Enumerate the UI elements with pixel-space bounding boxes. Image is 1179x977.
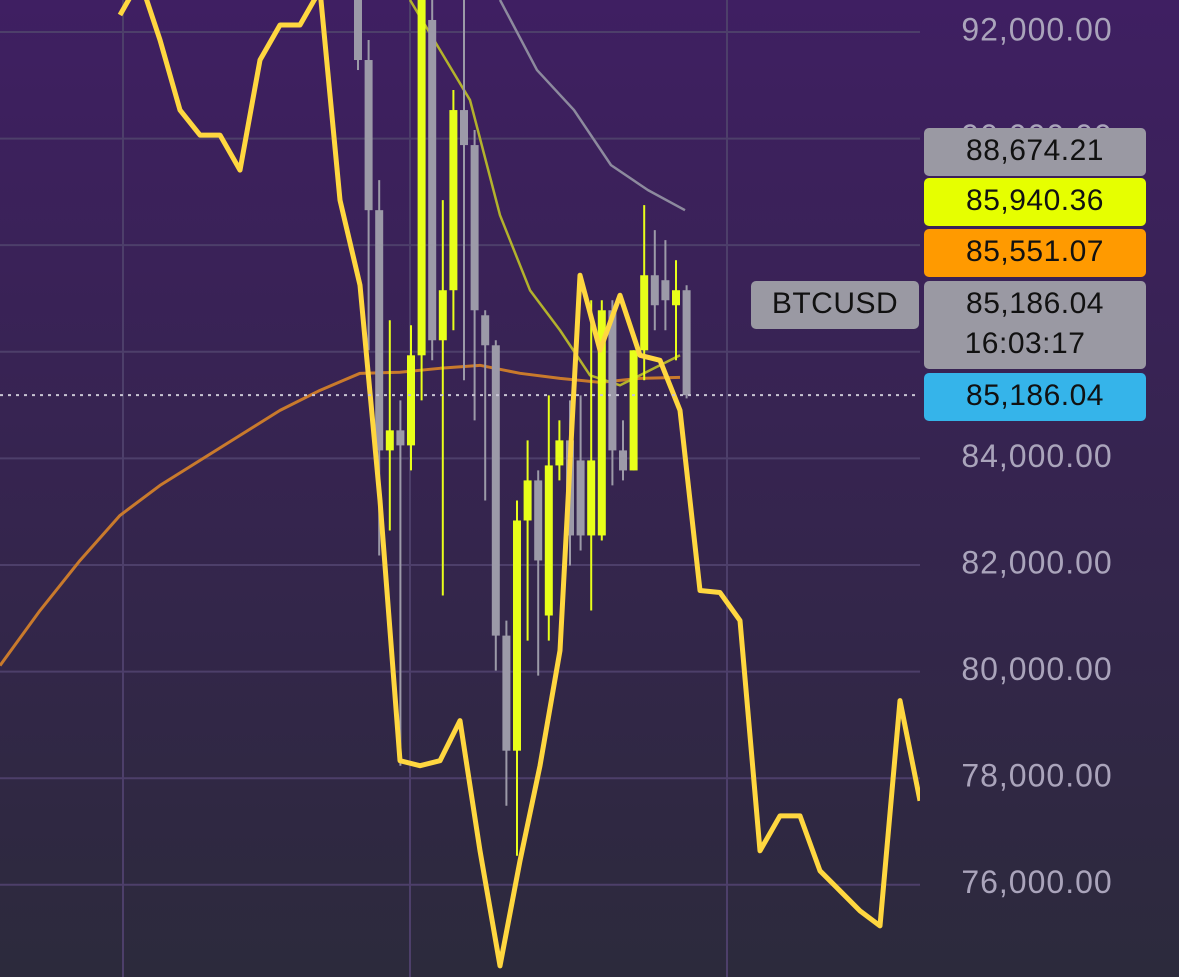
symbol-label: BTCUSD bbox=[772, 287, 898, 320]
line-series bbox=[0, 363, 681, 667]
price-tag-label: 85,940.36 bbox=[966, 184, 1104, 217]
candle-body bbox=[407, 355, 415, 446]
candle-body bbox=[640, 275, 649, 351]
candle-body bbox=[523, 480, 532, 521]
price-tag-label: 85,186.04 bbox=[966, 287, 1104, 320]
y-tick-label: 80,000.00 bbox=[961, 651, 1112, 687]
candle-body bbox=[417, 0, 426, 356]
candle-body bbox=[491, 345, 500, 636]
candle-body bbox=[587, 460, 596, 536]
y-tick-label: 84,000.00 bbox=[961, 438, 1112, 474]
candle-body bbox=[502, 635, 511, 751]
candle-body bbox=[449, 110, 458, 291]
candle-body bbox=[438, 290, 447, 341]
candle-body bbox=[555, 440, 564, 466]
y-tick-label: 82,000.00 bbox=[961, 544, 1112, 580]
candle-body bbox=[460, 110, 468, 146]
candle-body bbox=[354, 0, 362, 61]
price-tag bbox=[924, 281, 1146, 369]
candle-body bbox=[682, 290, 691, 396]
candle-body bbox=[661, 280, 670, 301]
candle-body bbox=[375, 210, 384, 451]
candle-body bbox=[619, 450, 627, 471]
price-tag bbox=[924, 178, 1146, 226]
candle-body bbox=[629, 350, 638, 471]
countdown: 16:03:17 bbox=[965, 327, 1086, 360]
y-tick-label: 78,000.00 bbox=[961, 758, 1112, 794]
candle-body bbox=[544, 465, 553, 616]
candle-body bbox=[597, 310, 606, 536]
candle-body bbox=[470, 145, 479, 311]
symbol-tag bbox=[751, 281, 919, 329]
candle-body bbox=[650, 275, 659, 306]
price-tag-label: 85,551.07 bbox=[966, 235, 1104, 268]
candle-body bbox=[396, 430, 405, 446]
line-series bbox=[498, 0, 686, 212]
price-tag-label: 85,186.04 bbox=[966, 379, 1104, 412]
candle-body bbox=[513, 520, 521, 751]
candle-body bbox=[481, 315, 490, 346]
price-tag bbox=[924, 229, 1146, 277]
price-tag bbox=[924, 128, 1146, 176]
price-tag bbox=[924, 373, 1146, 421]
candle-body bbox=[364, 60, 373, 211]
line-series bbox=[117, 0, 920, 969]
candle-body bbox=[385, 430, 394, 451]
y-tick-label: 76,000.00 bbox=[961, 864, 1112, 900]
candle-body bbox=[428, 19, 437, 341]
candle-body bbox=[534, 480, 543, 561]
candle-body bbox=[576, 460, 585, 536]
price-tag-label: 88,674.21 bbox=[966, 134, 1104, 167]
candle-body bbox=[672, 290, 680, 306]
y-tick-label: 92,000.00 bbox=[961, 11, 1112, 47]
candle-body bbox=[608, 310, 617, 451]
